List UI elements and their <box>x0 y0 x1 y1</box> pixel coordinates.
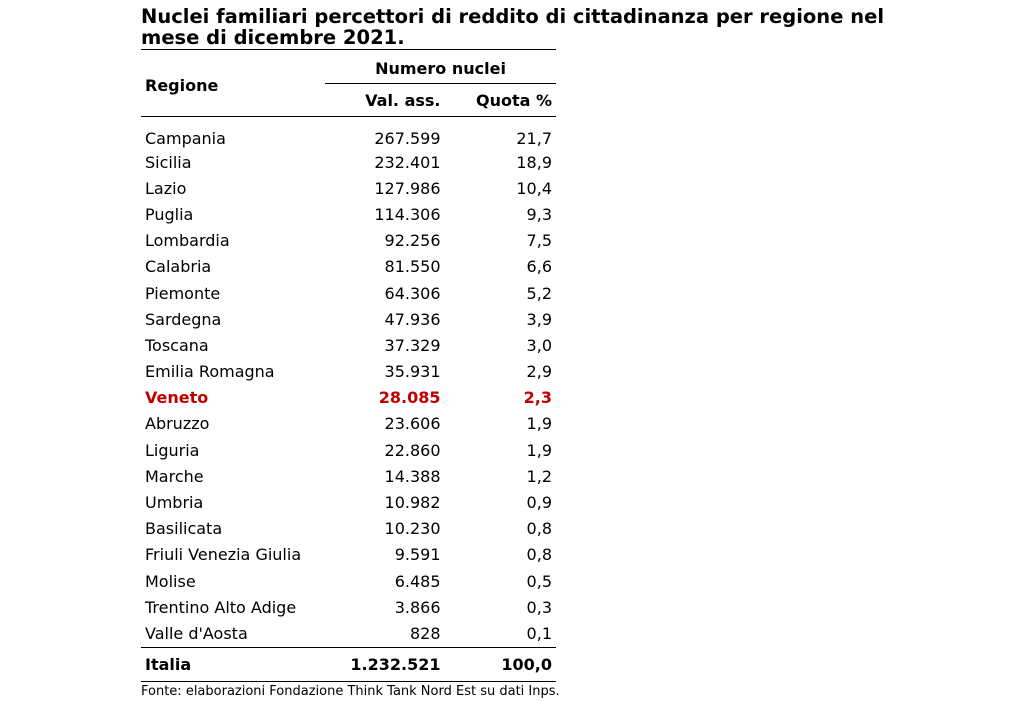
table-row: Sicilia 232.401 18,9 <box>141 149 556 175</box>
table-body: Campania 267.599 21,7 Sicilia 232.401 18,9 Laz… <box>141 117 556 648</box>
cell-region: Calabria <box>145 257 212 277</box>
total-abs: 1.232.521 <box>325 646 441 682</box>
cell-region: Veneto <box>145 388 209 408</box>
cell-region: Campania <box>145 128 226 148</box>
table-footer: Italia 1.232.521 100,0 <box>141 646 556 682</box>
table-row: Lombardia 92.256 7,5 <box>141 228 556 254</box>
table-row: Toscana 37.329 3,0 <box>141 332 556 358</box>
header-quota: Quota % <box>440 83 556 117</box>
cell-abs: 3.866 <box>394 597 441 617</box>
cell-abs: 9.591 <box>394 545 441 565</box>
cell-abs: 10.982 <box>384 493 441 513</box>
cell-share: 6,6 <box>526 257 552 277</box>
cell-region: Valle d'Aosta <box>145 623 248 643</box>
cell-region: Lombardia <box>145 231 230 251</box>
table-row: Friuli Venezia Giulia 9.591 0,8 <box>141 542 556 568</box>
cell-abs: 232.401 <box>374 152 441 172</box>
table-row: Trentino Alto Adige 3.866 0,3 <box>141 594 556 620</box>
source-note: Fonte: elaborazioni Fondazione Think Tan… <box>141 684 560 699</box>
header-region: Regione <box>141 54 325 117</box>
cell-share: 18,9 <box>516 152 552 172</box>
cell-abs: 23.606 <box>384 414 441 434</box>
table-row: Lazio 127.986 10,4 <box>141 175 556 201</box>
cell-region: Umbria <box>145 493 204 513</box>
table-row: Campania 267.599 21,7 <box>141 117 556 150</box>
table-row: Liguria 22.860 1,9 <box>141 437 556 463</box>
cell-abs: 6.485 <box>394 571 441 591</box>
cell-share: 9,3 <box>526 204 552 224</box>
table-row: Basilicata 10.230 0,8 <box>141 516 556 542</box>
cell-region: Puglia <box>145 204 194 224</box>
cell-abs: 828 <box>409 623 441 643</box>
cell-abs: 81.550 <box>384 257 441 277</box>
cell-share: 1,9 <box>526 440 552 460</box>
cell-abs: 92.256 <box>384 231 441 251</box>
table-row: Marche 14.388 1,2 <box>141 463 556 489</box>
cell-abs: 14.388 <box>384 466 441 486</box>
header-group-numero-nuclei: Numero nuclei <box>325 54 556 84</box>
title-rule <box>141 49 556 50</box>
cell-abs: 22.860 <box>384 440 441 460</box>
cell-share: 0,3 <box>526 597 552 617</box>
cell-abs: 28.085 <box>378 388 441 408</box>
cell-share: 0,1 <box>526 623 552 643</box>
cell-share: 3,0 <box>526 335 552 355</box>
table-row: Piemonte 64.306 5,2 <box>141 280 556 306</box>
table-row-highlighted: Veneto 28.085 2,3 <box>141 385 556 411</box>
cell-region: Trentino Alto Adige <box>145 597 297 617</box>
cell-share: 10,4 <box>516 178 552 198</box>
cell-abs: 37.329 <box>384 335 441 355</box>
cell-region: Marche <box>145 466 204 486</box>
header-row-top: Regione Numero nuclei <box>141 54 556 117</box>
total-region: Italia <box>141 646 325 682</box>
cell-share: 0,8 <box>526 545 552 565</box>
cell-region: Piemonte <box>145 283 221 303</box>
table-header: Regione Numero nuclei Val. ass. Quota % <box>141 54 556 117</box>
cell-region: Friuli Venezia Giulia <box>145 545 302 565</box>
cell-region: Toscana <box>145 335 209 355</box>
table-title: Nuclei familiari percettori di reddito d… <box>141 5 884 49</box>
cell-share: 3,9 <box>526 309 552 329</box>
table-row: Emilia Romagna 35.931 2,9 <box>141 359 556 385</box>
cell-share: 1,2 <box>526 466 552 486</box>
cell-share: 21,7 <box>516 128 552 148</box>
cell-abs: 127.986 <box>374 178 441 198</box>
cell-share: 2,9 <box>526 362 552 382</box>
cell-abs: 267.599 <box>374 128 441 148</box>
total-row: Italia 1.232.521 100,0 <box>141 646 556 682</box>
cell-share: 5,2 <box>526 283 552 303</box>
cell-region: Basilicata <box>145 519 223 539</box>
table-row: Umbria 10.982 0,9 <box>141 489 556 515</box>
table-row: Abruzzo 23.606 1,9 <box>141 411 556 437</box>
table-row: Valle d'Aosta 828 0,1 <box>141 620 556 647</box>
cell-region: Molise <box>145 571 196 591</box>
cell-abs: 64.306 <box>384 283 441 303</box>
table-row: Molise 6.485 0,5 <box>141 568 556 594</box>
cell-region: Abruzzo <box>145 414 210 434</box>
cell-region: Sicilia <box>145 152 192 172</box>
cell-share: 0,9 <box>526 493 552 513</box>
document: Nuclei familiari percettori di reddito d… <box>141 5 887 699</box>
cell-share: 1,9 <box>526 414 552 434</box>
cell-abs: 47.936 <box>384 309 441 329</box>
table-row: Puglia 114.306 9,3 <box>141 201 556 227</box>
header-val-ass: Val. ass. <box>325 83 441 117</box>
cell-share: 0,8 <box>526 519 552 539</box>
cell-region: Sardegna <box>145 309 222 329</box>
cell-share: 0,5 <box>526 571 552 591</box>
cell-abs: 35.931 <box>384 362 441 382</box>
total-share: 100,0 <box>440 646 556 682</box>
cell-share: 7,5 <box>526 231 552 251</box>
cell-abs: 114.306 <box>374 204 441 224</box>
cell-share: 2,3 <box>523 388 552 408</box>
header-row-bottom: Val. ass. Quota % <box>141 83 556 117</box>
cell-region: Lazio <box>145 178 187 198</box>
data-table: Regione Numero nuclei Val. ass. Quota % … <box>141 54 556 682</box>
cell-abs: 10.230 <box>384 519 441 539</box>
cell-region: Liguria <box>145 440 200 460</box>
table-row: Calabria 81.550 6,6 <box>141 254 556 280</box>
table-row: Sardegna 47.936 3,9 <box>141 306 556 332</box>
cell-region: Emilia Romagna <box>145 362 275 382</box>
